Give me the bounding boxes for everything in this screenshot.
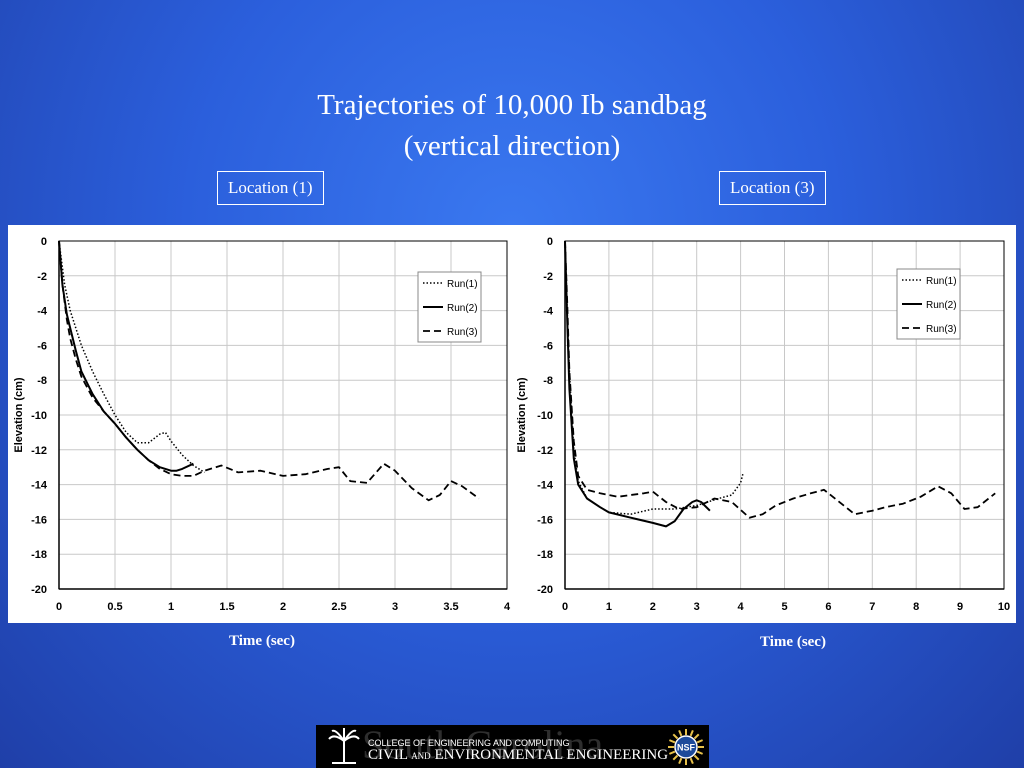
x-tick-label: 1.5 — [219, 601, 234, 613]
logo-watermark-text: South Carolina — [362, 725, 604, 767]
series-line-run2 — [564, 240, 711, 528]
chart-location-3: 0 1 2 3 4 5 6 7 8 9 10 0 -2 -4 -6 -8 -10 -12 -14 -16 -18 -20 E… — [511, 225, 1016, 623]
nsf-seal-icon: NSF — [668, 729, 704, 765]
location-1-label: Location (1) — [217, 171, 324, 205]
college-logo-banner: South Carolina COLLEGE OF ENGINEERING AN… — [316, 725, 709, 768]
y-tick-label: -18 — [537, 549, 553, 561]
y-tick-label: 0 — [41, 236, 47, 248]
y-tick-label: -4 — [37, 306, 48, 318]
y-tick-label: -10 — [537, 410, 553, 422]
y-tick-label: -14 — [537, 480, 554, 492]
x-tick-label: 4 — [504, 601, 511, 613]
y-tick-label: -8 — [37, 375, 47, 387]
y-tick-label: -2 — [37, 271, 47, 283]
chart-legend: Run(1) Run(2) Run(3) — [417, 271, 482, 343]
x-tick-label: 5 — [781, 601, 787, 613]
nsf-ray — [678, 729, 683, 737]
slide-title-line1: Trajectories of 10,000 Ib sandbag — [317, 89, 707, 121]
x-tick-label: 0.5 — [107, 601, 122, 613]
y-tick-label: -2 — [543, 271, 553, 283]
nsf-ray — [696, 739, 704, 744]
logo-and-text: AND — [411, 751, 431, 761]
nsf-ray — [696, 750, 704, 755]
legend-label: Run(1) — [447, 279, 478, 290]
x-axis-title-left: Time (sec) — [229, 633, 295, 649]
x-tick-label: 0 — [56, 601, 62, 613]
x-tick-label: 3.5 — [443, 601, 458, 613]
palmetto-tree-icon — [328, 728, 360, 764]
x-tick-label: 2 — [280, 601, 286, 613]
x-tick-label: 9 — [957, 601, 963, 613]
nsf-ray — [672, 733, 679, 740]
y-axis-title: Elevation (cm) — [13, 377, 25, 453]
series-line-run3 — [564, 240, 996, 519]
series-line-run1 — [564, 240, 744, 515]
y-tick-label: -16 — [31, 514, 47, 526]
logo-department-text: CIVIL AND ENVIRONMENTAL ENGINEERING — [368, 747, 668, 764]
x-tick-label: 0 — [562, 601, 568, 613]
logo-civil-text: CIVIL — [368, 747, 408, 763]
y-tick-label: -8 — [543, 375, 553, 387]
x-tick-label: 2.5 — [331, 601, 346, 613]
x-tick-label: 3 — [694, 601, 700, 613]
legend-label: Run(2) — [926, 300, 957, 311]
chart-legend: Run(1) Run(2) Run(3) — [896, 268, 961, 340]
location-3-label: Location (3) — [719, 171, 826, 205]
y-tick-label: -16 — [537, 514, 553, 526]
x-tick-label: 4 — [738, 601, 745, 613]
legend-label: Run(3) — [926, 324, 957, 335]
x-tick-label: 1 — [606, 601, 612, 613]
logo-env-text: ENVIRONMENTAL ENGINEERING — [434, 747, 669, 763]
legend-label: Run(3) — [447, 327, 478, 338]
chart-location-3-svg: 0 1 2 3 4 5 6 7 8 9 10 0 -2 -4 -6 -8 -10 -12 -14 -16 -18 -20 E… — [516, 236, 1010, 613]
y-tick-label: 0 — [547, 236, 553, 248]
x-tick-label: 10 — [998, 601, 1010, 613]
x-tick-label: 2 — [650, 601, 656, 613]
nsf-ray — [689, 757, 694, 765]
legend-label: Run(1) — [926, 276, 957, 287]
nsf-seal-text: NSF — [677, 743, 696, 753]
series-line-run3 — [58, 240, 480, 502]
nsf-ray — [668, 750, 676, 755]
y-tick-label: -6 — [37, 340, 47, 352]
y-tick-label: -12 — [31, 445, 47, 457]
logo-college-text: COLLEGE OF ENGINEERING AND COMPUTING — [368, 738, 570, 748]
nsf-ray — [668, 739, 676, 744]
y-tick-label: -12 — [537, 445, 553, 457]
nsf-ray — [672, 754, 679, 761]
x-tick-label: 6 — [825, 601, 831, 613]
y-axis-title: Elevation (cm) — [516, 377, 528, 453]
x-axis-title-right: Time (sec) — [760, 634, 826, 650]
x-tick-label: 3 — [392, 601, 398, 613]
series-line-run2 — [58, 240, 194, 472]
y-tick-label: -6 — [543, 340, 553, 352]
nsf-ray — [678, 757, 683, 765]
y-tick-label: -4 — [543, 306, 554, 318]
chart-location-1: 0 0.5 1 1.5 2 2.5 3 3.5 4 0 -2 -4 -6 -8 -10 -12 -14 -16 -1… — [8, 225, 511, 623]
x-tick-label: 7 — [869, 601, 875, 613]
slide-title-line2: (vertical direction) — [403, 130, 621, 162]
y-tick-label: -20 — [31, 584, 47, 596]
series-line-run1 — [58, 240, 205, 474]
x-tick-label: 8 — [913, 601, 919, 613]
chart-location-1-svg: 0 0.5 1 1.5 2 2.5 3 3.5 4 0 -2 -4 -6 -8 -10 -12 -14 -16 -1… — [13, 236, 511, 613]
nsf-ray — [693, 733, 700, 740]
x-tick-label: 1 — [168, 601, 174, 613]
y-tick-label: -18 — [31, 549, 47, 561]
y-tick-label: -10 — [31, 410, 47, 422]
y-tick-label: -20 — [537, 584, 553, 596]
nsf-ray — [689, 729, 694, 737]
legend-label: Run(2) — [447, 303, 478, 314]
y-tick-label: -14 — [31, 480, 48, 492]
nsf-ray — [693, 754, 700, 761]
